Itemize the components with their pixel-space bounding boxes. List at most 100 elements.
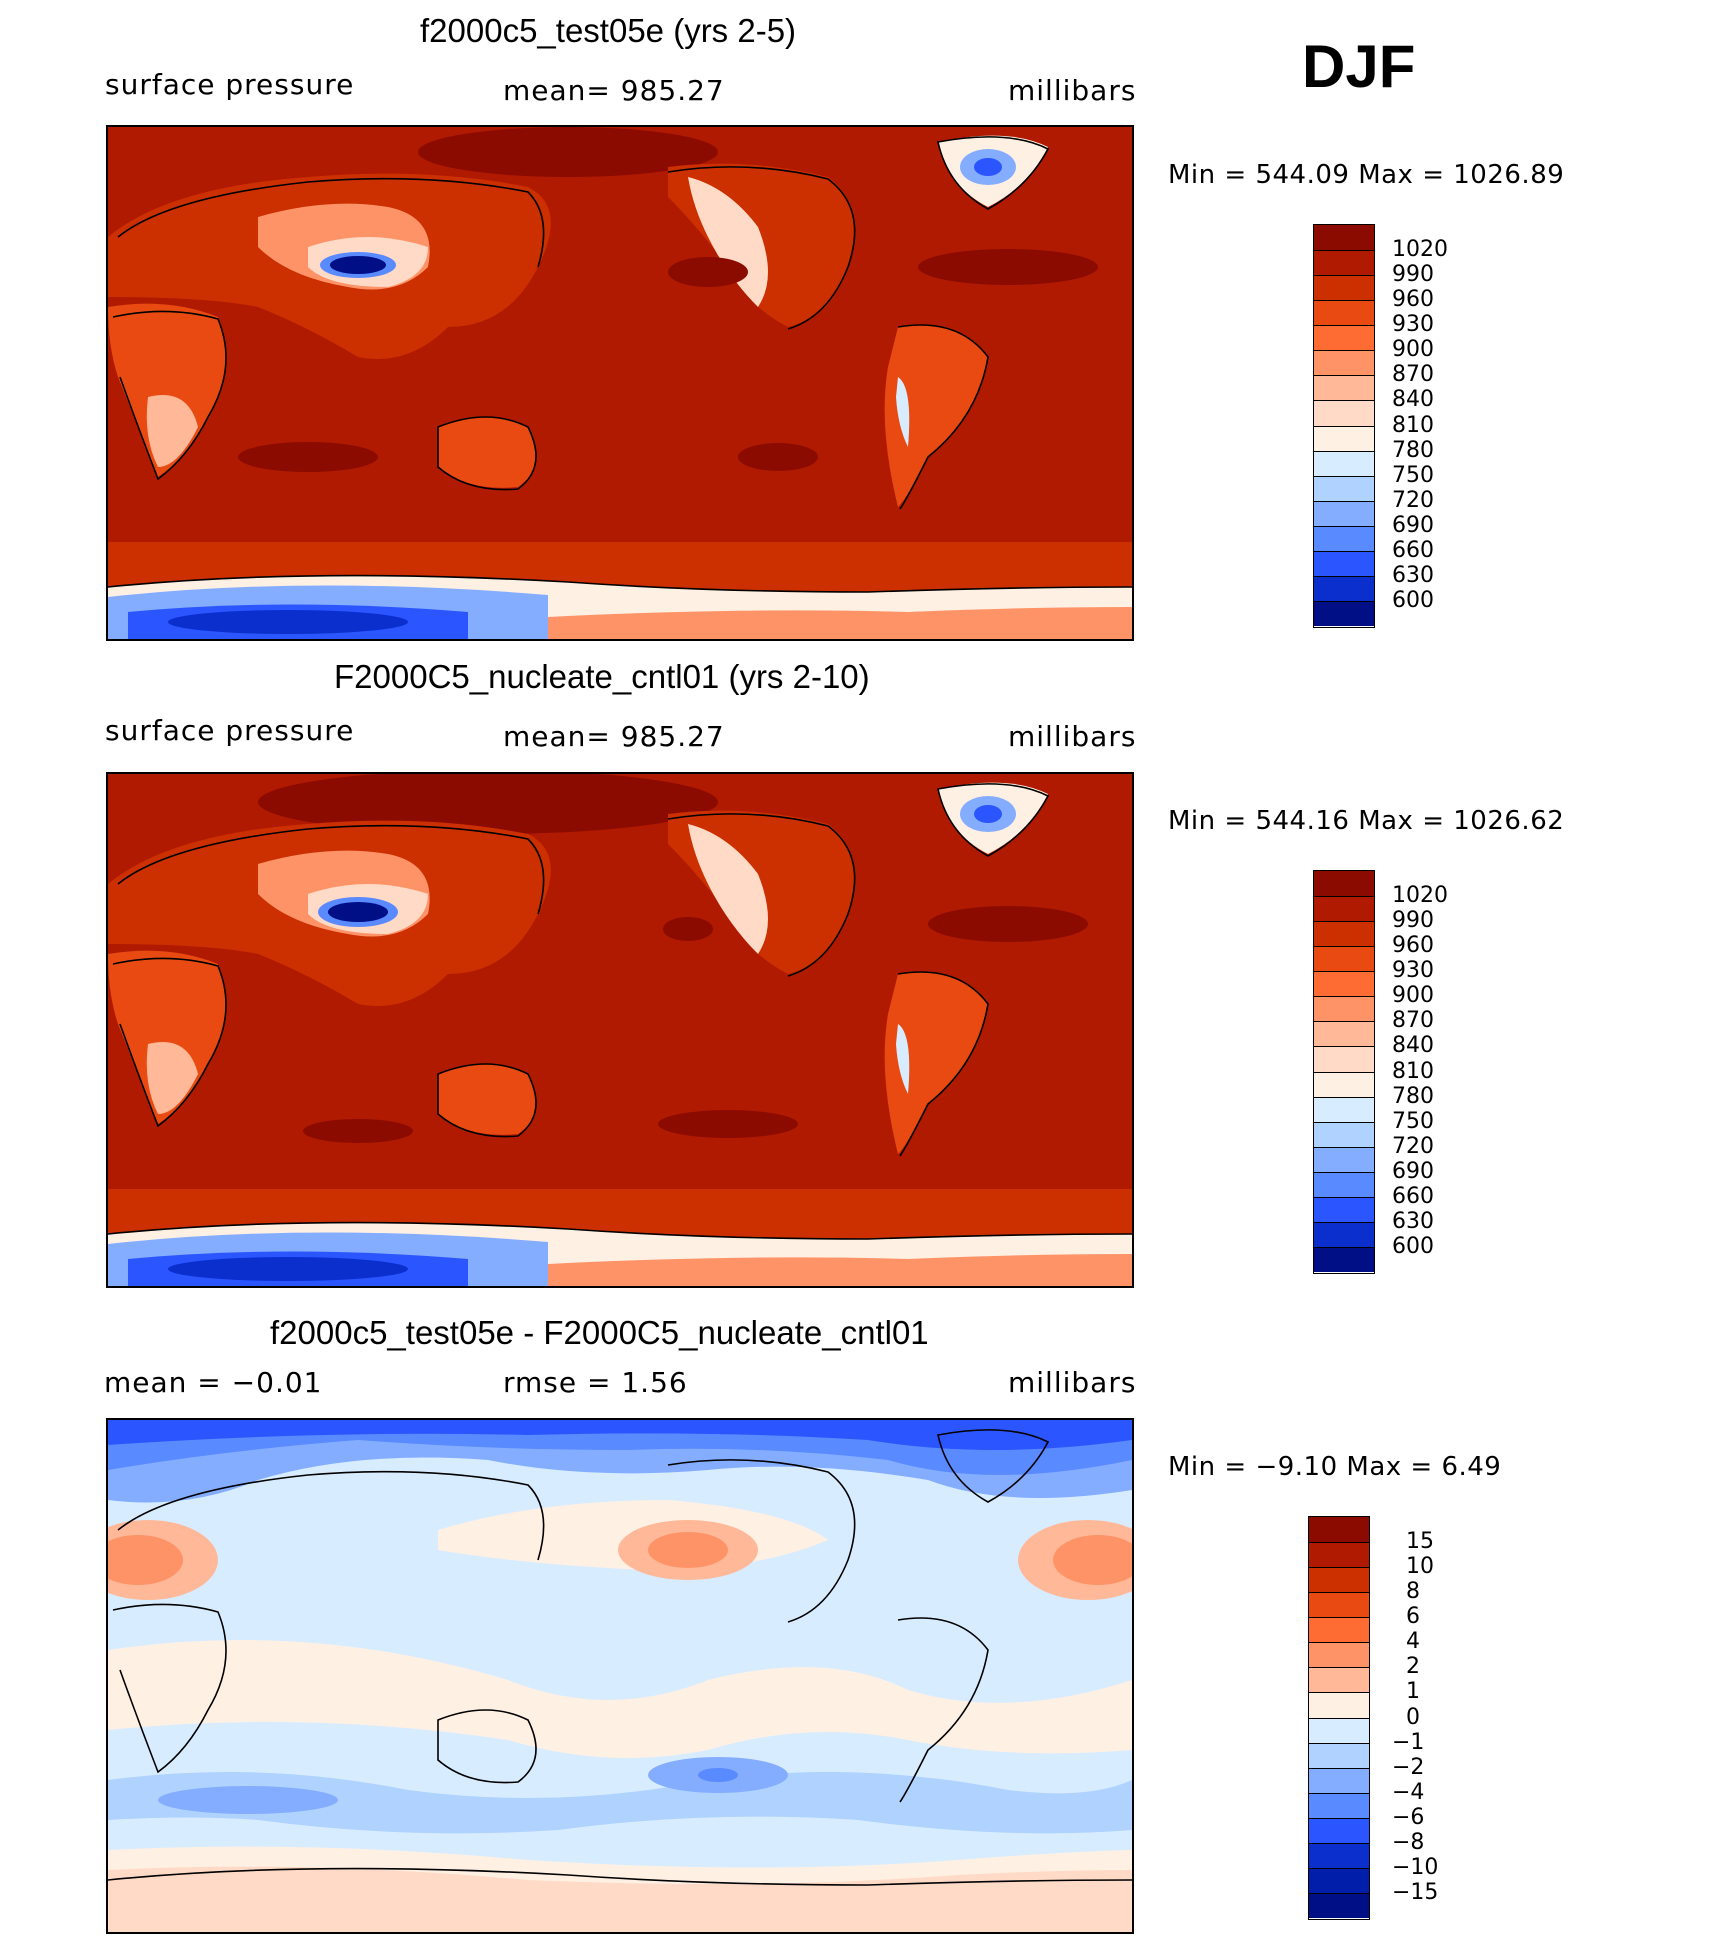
- panel-2-title: F2000C5_nucleate_cntl01 (yrs 2-10): [334, 658, 870, 695]
- colorbar-tick-label: 1020: [1392, 883, 1448, 909]
- panel-1-mean-label: mean= 985.27: [503, 74, 725, 107]
- south-america-land: [884, 325, 988, 507]
- panel-3-map: [106, 1418, 1134, 1934]
- colorbar-segment: [1314, 1171, 1374, 1197]
- panel-1-variable-label: surface pressure: [105, 68, 355, 101]
- africa-land: [108, 303, 226, 477]
- panel-2-mean-label: mean= 985.27: [503, 720, 725, 753]
- colorbar-tick-label: 1: [1406, 1679, 1420, 1705]
- north-pacific-high: [668, 257, 748, 287]
- colorbar-segment: [1314, 325, 1374, 351]
- colorbar-segment: [1314, 400, 1374, 426]
- tibet-core: [328, 902, 388, 922]
- colorbar-tick-label: 960: [1392, 933, 1434, 959]
- panel-2-minmax: Min = 544.16 Max = 1026.62: [1168, 806, 1565, 836]
- colorbar-tick-label: 4: [1406, 1629, 1420, 1655]
- south-indian-high: [238, 442, 378, 472]
- colorbar-tick-label: 720: [1392, 1133, 1434, 1159]
- south-africa-highlands: [146, 395, 198, 467]
- colorbar-tick-label: 600: [1392, 587, 1434, 613]
- panel-3-rmse-label: rmse = 1.56: [503, 1366, 688, 1399]
- antarctica-core: [168, 1257, 408, 1281]
- south-america-land: [884, 972, 988, 1154]
- colorbar-segment: [1309, 1667, 1369, 1693]
- southern-negative-peak: [698, 1768, 738, 1782]
- panel-3-contour-plot: [108, 1420, 1132, 1932]
- colorbar-tick-label: 1020: [1392, 237, 1448, 263]
- colorbar-tick-label: 930: [1392, 958, 1434, 984]
- colorbar-tick-label: −4: [1392, 1779, 1425, 1805]
- colorbar-segment: [1314, 225, 1374, 251]
- panel-2-variable-label: surface pressure: [105, 714, 355, 747]
- colorbar-tick-label: 600: [1392, 1233, 1434, 1259]
- arctic-high: [418, 127, 718, 177]
- colorbar-segment: [1314, 921, 1374, 947]
- panel-1-minmax: Min = 544.09 Max = 1026.89: [1168, 160, 1565, 190]
- europe-positive-core: [108, 1535, 183, 1585]
- panel-1-colorbar-labels: 1020 990 960 930 900 870 840 810 780 750 720 690 660…: [1392, 224, 1512, 628]
- colorbar-segment: [1314, 1021, 1374, 1047]
- coastlines: [108, 136, 1132, 593]
- andes: [896, 377, 910, 447]
- colorbar-segment: [1309, 1867, 1369, 1893]
- colorbar-tick-label: 690: [1392, 512, 1434, 538]
- tibet-core: [330, 256, 386, 274]
- colorbar-segment: [1314, 1071, 1374, 1097]
- colorbar-tick-label: −8: [1392, 1829, 1425, 1855]
- colorbar-segment: [1314, 946, 1374, 972]
- colorbar-segment: [1309, 1542, 1369, 1568]
- colorbar-tick-label: 690: [1392, 1158, 1434, 1184]
- colorbar-segment: [1314, 575, 1374, 601]
- colorbar-tick-label: 960: [1392, 287, 1434, 313]
- colorbar-tick-label: 840: [1392, 387, 1434, 413]
- arctic-negative-core: [108, 1420, 1132, 1450]
- colorbar-tick-label: 2: [1406, 1654, 1420, 1680]
- colorbar-tick-label: −1: [1392, 1729, 1425, 1755]
- antarctica-core: [168, 610, 408, 634]
- colorbar-segment: [1314, 1096, 1374, 1122]
- colorbar-tick-label: 990: [1392, 908, 1434, 934]
- colorbar-tick-label: 840: [1392, 1033, 1434, 1059]
- colorbar-tick-label: 660: [1392, 537, 1434, 563]
- colorbar-tick-label: 630: [1392, 562, 1434, 588]
- colorbar-tick-label: −2: [1392, 1754, 1425, 1780]
- colorbar-segment: [1314, 971, 1374, 997]
- east-antarctica: [548, 607, 1132, 639]
- east-antarctica: [548, 1254, 1132, 1286]
- north-pacific-high: [663, 917, 713, 941]
- panel-2-colorbar: [1313, 870, 1375, 1274]
- colorbar-segment: [1314, 1046, 1374, 1072]
- southern-negative-band: [108, 1772, 1132, 1834]
- colorbar-tick-label: 10: [1406, 1554, 1434, 1580]
- coastlines: [108, 1429, 1132, 1886]
- colorbar-segment: [1314, 350, 1374, 376]
- southern-negative-core-west: [158, 1786, 338, 1814]
- north-pacific-positive-core: [648, 1532, 728, 1568]
- colorbar-segment: [1314, 600, 1374, 626]
- season-label: DJF: [1302, 33, 1416, 100]
- colorbar-tick-label: 15: [1406, 1529, 1434, 1555]
- colorbar-segment: [1314, 475, 1374, 501]
- rockies: [688, 824, 768, 954]
- panel-1-map: [106, 125, 1134, 641]
- colorbar-tick-label: 930: [1392, 312, 1434, 338]
- rockies: [688, 177, 768, 307]
- colorbar-tick-label: −6: [1392, 1804, 1425, 1830]
- colorbar-tick-label: 780: [1392, 1083, 1434, 1109]
- colorbar-tick-label: 900: [1392, 337, 1434, 363]
- north-atlantic-high: [918, 249, 1098, 285]
- panel-2-units-label: millibars: [1008, 720, 1137, 753]
- panel-3-colorbar-labels: 15 10 8 6 4 2 1 0 −1 −2 −4 −6 −8 −10 −15: [1392, 1516, 1512, 1920]
- colorbar-segment: [1309, 1792, 1369, 1818]
- andes: [896, 1024, 910, 1094]
- colorbar-segment: [1309, 1767, 1369, 1793]
- colorbar-segment: [1314, 250, 1374, 276]
- panel-2-contour-plot: [108, 774, 1132, 1286]
- colorbar-tick-label: 6: [1406, 1604, 1420, 1630]
- colorbar-segment: [1314, 871, 1374, 897]
- panel-1-units-label: millibars: [1008, 74, 1137, 107]
- colorbar-segment: [1314, 1221, 1374, 1247]
- colorbar-segment: [1314, 500, 1374, 526]
- panel-2-map: [106, 772, 1134, 1288]
- colorbar-tick-label: 870: [1392, 1008, 1434, 1034]
